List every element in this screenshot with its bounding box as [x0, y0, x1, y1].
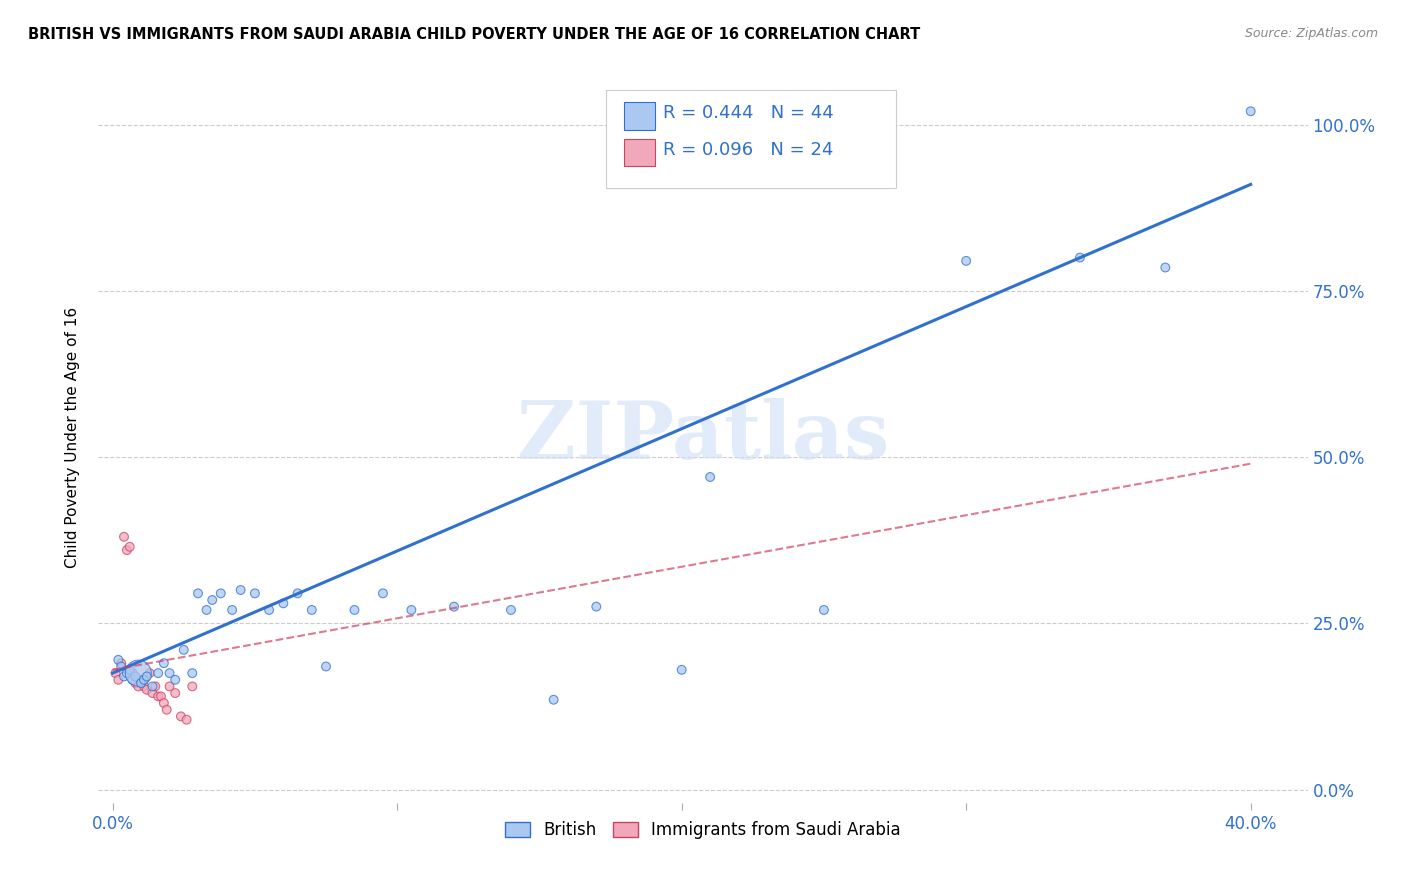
Point [301, 603, 323, 617]
Point [153, 656, 176, 670]
Point [181, 680, 204, 694]
Point [1069, 251, 1091, 265]
Point [343, 603, 366, 617]
Point [118, 663, 141, 677]
Point [143, 680, 166, 694]
Point [187, 586, 209, 600]
Point [173, 643, 195, 657]
Point [181, 666, 204, 681]
Point [371, 586, 394, 600]
Point [129, 673, 152, 687]
Point [1240, 104, 1263, 119]
Point [115, 666, 138, 681]
Point [671, 663, 693, 677]
FancyBboxPatch shape [606, 90, 897, 188]
Text: R = 0.444   N = 44: R = 0.444 N = 44 [664, 104, 834, 122]
Point [124, 676, 146, 690]
Point [124, 669, 146, 683]
Point [127, 680, 149, 694]
Point [170, 709, 193, 723]
Text: R = 0.096   N = 24: R = 0.096 N = 24 [664, 141, 834, 159]
Point [107, 673, 129, 687]
Point [243, 586, 266, 600]
Point [138, 666, 160, 681]
Point [221, 603, 243, 617]
Point [209, 586, 232, 600]
Bar [624, 138, 655, 167]
Point [287, 586, 309, 600]
Point [135, 669, 157, 683]
Point [176, 713, 198, 727]
Point [118, 540, 141, 554]
Point [955, 253, 977, 268]
Point [132, 673, 155, 687]
Text: BRITISH VS IMMIGRANTS FROM SAUDI ARABIA CHILD POVERTY UNDER THE AGE OF 16 CORREL: BRITISH VS IMMIGRANTS FROM SAUDI ARABIA … [28, 27, 921, 42]
Point [443, 599, 465, 614]
Point [110, 656, 132, 670]
Point [153, 696, 176, 710]
Point [229, 582, 252, 597]
Point [115, 543, 138, 558]
Point [150, 690, 173, 704]
Y-axis label: Child Poverty Under the Age of 16: Child Poverty Under the Age of 16 [65, 307, 80, 567]
Point [201, 593, 224, 607]
Point [146, 666, 169, 681]
Point [257, 603, 280, 617]
Point [273, 596, 295, 610]
Point [401, 603, 423, 617]
Point [585, 599, 607, 614]
Point [165, 686, 187, 700]
Point [1154, 260, 1177, 275]
Point [159, 666, 181, 681]
Point [121, 673, 143, 687]
Point [112, 530, 135, 544]
Point [135, 682, 157, 697]
Point [107, 653, 129, 667]
Point [499, 603, 522, 617]
Point [543, 692, 565, 706]
Text: Source: ZipAtlas.com: Source: ZipAtlas.com [1244, 27, 1378, 40]
Bar [624, 102, 655, 130]
Point [129, 676, 152, 690]
Point [159, 680, 181, 694]
Point [315, 659, 337, 673]
Point [195, 603, 218, 617]
Text: ZIPatlas: ZIPatlas [517, 398, 889, 476]
Point [699, 470, 721, 484]
Point [112, 669, 135, 683]
Point [165, 673, 187, 687]
Point [104, 666, 127, 681]
Point [121, 666, 143, 681]
Point [141, 680, 163, 694]
Point [127, 666, 149, 681]
Point [110, 659, 132, 673]
Point [813, 603, 835, 617]
Legend: British, Immigrants from Saudi Arabia: British, Immigrants from Saudi Arabia [498, 814, 908, 846]
Point [156, 703, 179, 717]
Point [146, 690, 169, 704]
Point [141, 686, 163, 700]
Point [132, 680, 155, 694]
